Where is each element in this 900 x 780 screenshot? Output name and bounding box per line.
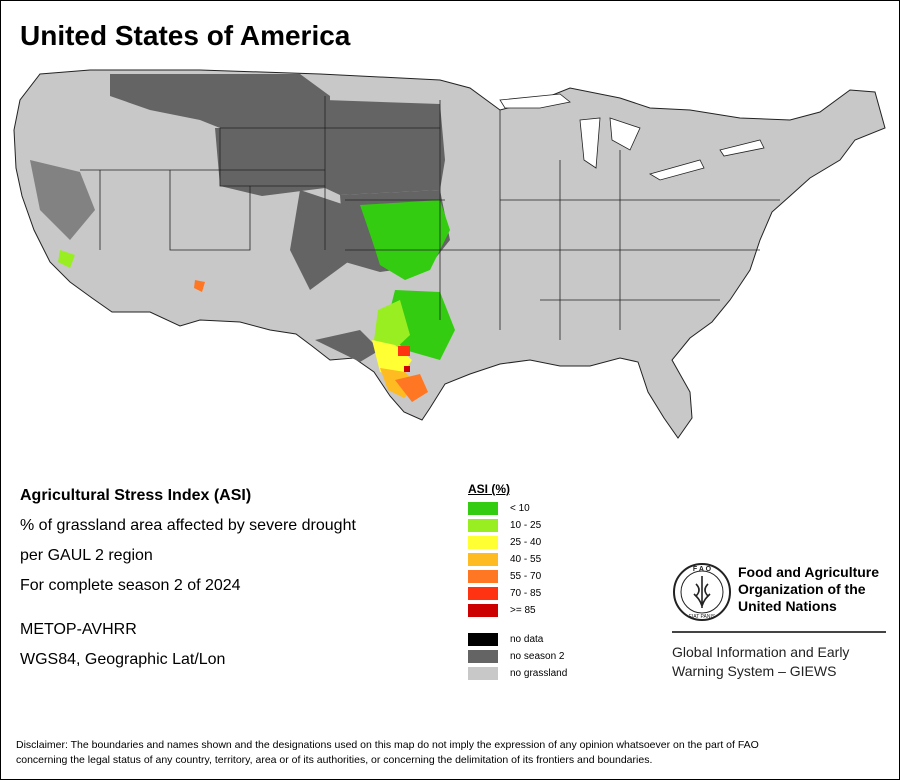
legend-other-label: no data [510,634,544,645]
index-name: Agricultural Stress Index (ASI) [20,487,252,504]
legend-class-row: 25 - 40 [468,534,567,551]
fao-organization-name: Food and Agriculture Organization of the… [738,564,879,615]
legend-other-swatch [468,667,498,680]
asi-lt10-texas [385,290,455,360]
emblem-motto-text: FIAT PANIS [689,614,716,620]
legend-class-label: 10 - 25 [510,520,542,531]
legend-other-swatch [468,633,498,646]
logo-divider [672,631,886,633]
legend-class-swatch [468,502,498,515]
asi-lt10-area [360,200,450,280]
legend-class-row: < 10 [468,500,567,517]
asi-west-pixels [58,250,75,268]
legend-other-row: no season 2 [468,648,567,665]
great-lakes [499,93,765,181]
season-label: For complete season 2 of 2024 [20,577,241,594]
map-info: Agricultural Stress Index (ASI) % of gra… [20,486,356,680]
state-borders [80,96,780,340]
disclaimer: Disclaimer: The boundaries and names sho… [16,738,886,768]
giews-line-2: Warning System – GIEWS [672,663,837,679]
usa-landmass [13,69,886,439]
legend-class-label: >= 85 [510,605,536,616]
asi-70-85-area [398,346,410,356]
legend-class-row: 10 - 25 [468,517,567,534]
legend-other-row: no grassland [468,665,567,682]
index-description: % of grassland area affected by severe d… [20,517,356,534]
asi-pixels [58,200,455,402]
legend-class-label: 40 - 55 [510,554,542,565]
sensor-label: METOP-AVHRR [20,621,137,638]
legend-class-row: 55 - 70 [468,568,567,585]
map-legend: ASI (%) < 10 10 - 25 25 - 40 40 - 55 55 - 70… [468,482,567,682]
asi-55-70-area [395,374,428,402]
giews-name: Global Information and Early Warning Sys… [672,643,849,681]
legend-class-label: < 10 [510,503,530,514]
disclaimer-line-1: Disclaimer: The boundaries and names sho… [16,739,759,751]
legend-class-row: >= 85 [468,602,567,619]
legend-class-swatch [468,587,498,600]
legend-class-swatch [468,553,498,566]
legend-other-swatch [468,650,498,663]
org-line-1: Food and Agriculture [738,564,880,580]
legend-others: no data no season 2 no grassland [468,631,567,682]
legend-other-label: no grassland [510,668,568,679]
legend-class-row: 70 - 85 [468,585,567,602]
legend-class-row: 40 - 55 [468,551,567,568]
giews-line-1: Global Information and Early [672,644,850,660]
legend-class-swatch [468,519,498,532]
emblem-top-text: F A O [693,566,712,573]
org-line-3: United Nations [738,598,837,614]
legend-class-swatch [468,604,498,617]
legend-class-swatch [468,536,498,549]
asi-ge85-area [404,366,410,372]
map-title: United States of America [20,20,351,51]
disclaimer-line-2: concerning the legal status of any count… [16,754,653,766]
org-line-2: Organization of the [738,581,866,597]
legend-class-label: 70 - 85 [510,588,542,599]
legend-other-row: no data [468,631,567,648]
asi-arizona-pixels [194,280,205,292]
legend-class-swatch [468,570,498,583]
legend-classes: < 10 10 - 25 25 - 40 40 - 55 55 - 70 70 - 85 >… [468,500,567,619]
asi-10-25-area [374,300,410,352]
fao-emblem-icon: F A O FIAT PANIS [673,563,731,621]
legend-class-label: 55 - 70 [510,571,542,582]
legend-other-label: no season 2 [510,651,565,662]
region-unit: per GAUL 2 region [20,547,153,564]
legend-class-label: 25 - 40 [510,537,542,548]
projection-label: WGS84, Geographic Lat/Lon [20,651,226,668]
legend-title: ASI (%) [468,482,510,496]
usa-map [13,69,886,439]
